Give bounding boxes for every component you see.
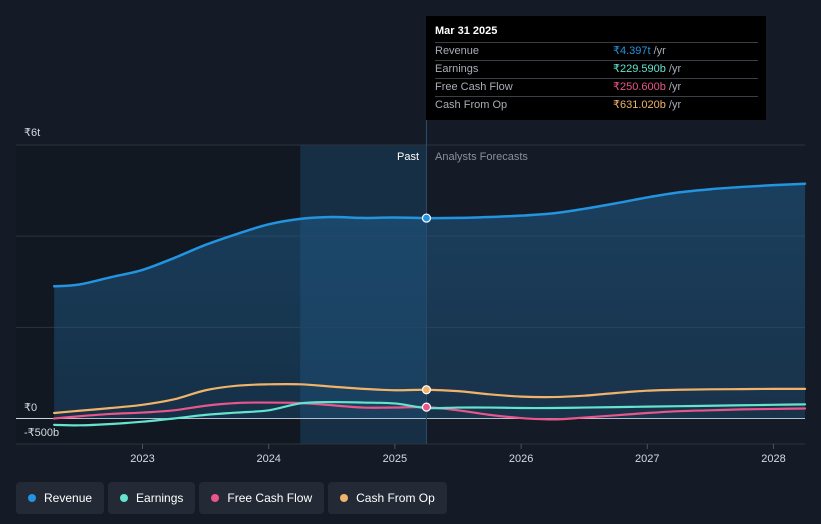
x-axis: 2023 2024 2025 2026 2027 2028 <box>130 444 786 465</box>
tooltip-label: Cash From Op <box>435 99 508 111</box>
tooltip-unit: /yr <box>668 99 682 111</box>
legend-cash-from-op[interactable]: Cash From Op <box>328 482 447 514</box>
revenue-area <box>54 183 806 419</box>
revenue-marker <box>421 213 432 223</box>
tooltip-unit: /yr <box>653 45 666 57</box>
free-cash-flow-marker <box>421 402 432 412</box>
y-label-top: ₹6t <box>24 127 40 139</box>
cash-from-op-marker <box>421 385 432 395</box>
tooltip-row-cash-from-op: Cash From Op ₹631.020b /yr <box>435 96 758 114</box>
earnings-dot-icon <box>120 494 129 502</box>
x-tick-label: 2024 <box>256 453 280 465</box>
tooltip-date: Mar 31 2025 <box>435 25 498 37</box>
legend-label: Earnings <box>136 491 184 505</box>
tooltip-value: ₹250.600b <box>613 81 666 93</box>
tooltip-value: ₹4.397t <box>613 45 651 57</box>
revenue-dot-icon <box>28 494 36 502</box>
legend: Revenue Earnings Free Cash Flow Cash Fro… <box>16 482 447 514</box>
cash-from-op-dot-icon <box>340 494 349 502</box>
x-tick-label: 2023 <box>130 453 154 465</box>
legend-revenue[interactable]: Revenue <box>16 482 105 514</box>
x-tick-label: 2028 <box>761 453 785 465</box>
tooltip-row-revenue: Revenue ₹4.397t /yr <box>435 42 758 60</box>
y-label-zero: ₹0 <box>24 402 37 414</box>
y-label-bottom: -₹500b <box>24 427 59 439</box>
legend-earnings[interactable]: Earnings <box>108 482 196 514</box>
x-tick-label: 2027 <box>635 453 659 465</box>
tooltip-label: Earnings <box>435 63 479 75</box>
free-cash-flow-dot-icon <box>211 494 220 502</box>
tooltip-label: Free Cash Flow <box>435 81 513 93</box>
tooltip-value: ₹631.020b <box>613 99 666 111</box>
tooltip-row-earnings: Earnings ₹229.590b /yr <box>435 60 758 78</box>
legend-label: Cash From Op <box>356 491 435 505</box>
legend-label: Free Cash Flow <box>227 491 313 505</box>
x-tick-label: 2025 <box>383 453 407 465</box>
tooltip-unit: /yr <box>668 63 682 75</box>
tooltip-row-free-cash-flow: Free Cash Flow ₹250.600b /yr <box>435 78 758 96</box>
tooltip-label: Revenue <box>435 45 480 57</box>
forecast-label: Analysts Forecasts <box>435 151 528 163</box>
tooltip-value: ₹229.590b <box>613 63 666 75</box>
past-label: Past <box>397 151 419 163</box>
x-tick-label: 2026 <box>509 453 533 465</box>
tooltip-unit: /yr <box>668 81 682 93</box>
legend-free-cash-flow[interactable]: Free Cash Flow <box>199 482 325 514</box>
tooltip: Mar 31 2025 Revenue ₹4.397t /yr Earnings… <box>426 16 766 120</box>
legend-label: Revenue <box>44 491 93 505</box>
